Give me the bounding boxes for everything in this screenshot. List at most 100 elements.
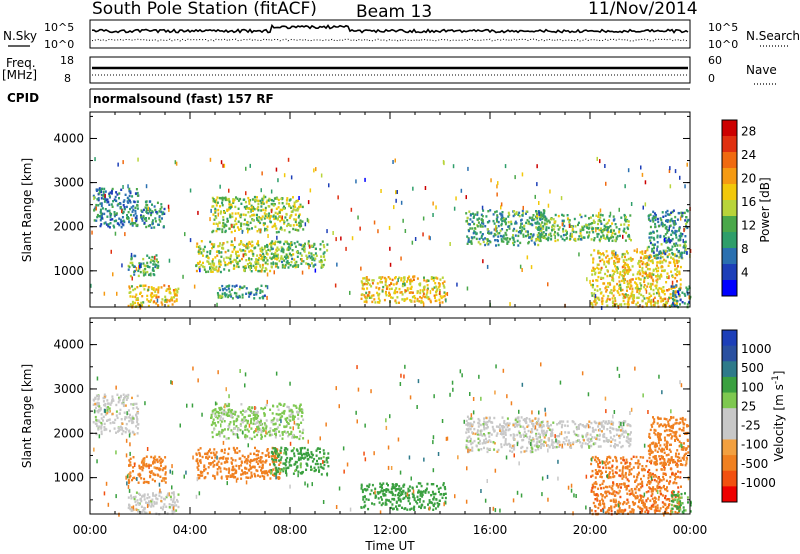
scatter-cell [652,268,655,271]
scatter-cell [218,196,221,200]
scatter-cell [658,287,661,290]
scatter-cell [660,275,663,278]
scatter-cell [436,288,439,291]
noise-speck [90,283,92,288]
scatter-cell [253,410,256,414]
noise-speck [306,217,309,222]
scatter-cell [227,256,230,260]
scatter-cell [151,498,154,501]
scatter-cell [273,429,276,432]
scatter-cell [265,250,268,253]
scatter-cell [602,294,605,297]
scatter-cell [236,451,239,454]
scatter-cell [649,302,652,305]
scatter-cell [360,483,363,486]
scatter-cell [164,299,167,302]
scatter-cell [132,470,134,473]
scatter-cell [385,498,388,502]
scatter-cell [281,415,284,418]
scatter-cell [265,425,268,428]
scatter-cell [228,261,230,265]
scatter-cell [266,216,269,219]
scatter-cell [157,295,160,299]
scatter-cell [297,251,299,255]
scatter-cell [256,420,259,423]
scatter-cell [218,415,221,418]
scatter-cell [196,261,199,265]
scatter-cell [318,260,321,263]
scatter-cell [512,229,515,232]
scatter-cell [129,295,132,298]
scatter-cell [143,288,146,291]
scatter-cell [155,254,158,257]
scatter-cell [264,245,267,248]
scatter-cell [201,455,204,459]
scatter-cell [240,477,243,480]
scatter-cell [275,473,278,476]
noise-speck [400,256,402,261]
scatter-cell [301,446,304,450]
scatter-cell [126,200,129,203]
scatter-cell [657,290,660,293]
scatter-cell [469,218,472,221]
scatter-cell [301,244,304,247]
scatter-cell [636,301,639,304]
scatter-cell [213,453,216,457]
scatter-cell [106,198,109,201]
scatter-cell [614,297,616,300]
scatter-cell [660,273,663,277]
scatter-cell [467,240,470,243]
scatter-cell [288,223,290,226]
scatter-cell [674,244,677,248]
scatter-cell [135,413,138,416]
scatter-cell [142,284,145,288]
scatter-cell [434,507,437,510]
scatter-cell [234,410,237,414]
scatter-cell [379,276,382,279]
scatter-cell [612,286,615,289]
scatter-cell [238,259,241,262]
scatter-cell [249,452,252,455]
scatter-cell [651,278,654,281]
scatter-cell [264,222,266,225]
scatter-cell [299,243,302,247]
cpid-label: CPID [7,91,39,105]
scatter-cell [534,222,537,225]
scatter-cell [322,263,325,267]
scatter-cell [408,275,411,278]
scatter-cell [623,271,626,274]
scatter-cell [547,226,550,230]
noise-speck [276,235,278,240]
scatter-cell [323,452,325,455]
scatter-cell [298,221,301,225]
scatter-cell [117,401,120,404]
nsky-label: N.Sky [3,29,37,43]
scatter-cell [616,269,618,272]
scatter-cell [471,417,474,420]
scatter-cell [305,451,308,455]
scatter-cell [598,238,601,241]
scatter-cell [562,214,565,217]
scatter-cell [288,230,291,234]
noise-speck [270,189,273,194]
scatter-cell [170,503,173,507]
scatter-cell [647,245,650,249]
scatter-cell [506,425,509,429]
scatter-cell [144,206,147,209]
scatter-cell [262,222,265,225]
scatter-cell [380,503,383,507]
scatter-cell [648,218,651,221]
scatter-cell [394,494,397,497]
scatter-cell [220,420,223,423]
scatter-cell [241,469,243,472]
scatter-cell [318,447,321,450]
scatter-cell [290,241,293,244]
scatter-cell [129,507,132,511]
scatter-cell [673,259,676,262]
noise-speck [664,237,666,242]
scatter-cell [243,285,246,288]
scatter-cell [679,298,682,301]
noise-speck [422,232,424,237]
noise-speck [360,266,362,271]
scatter-cell [595,279,598,282]
